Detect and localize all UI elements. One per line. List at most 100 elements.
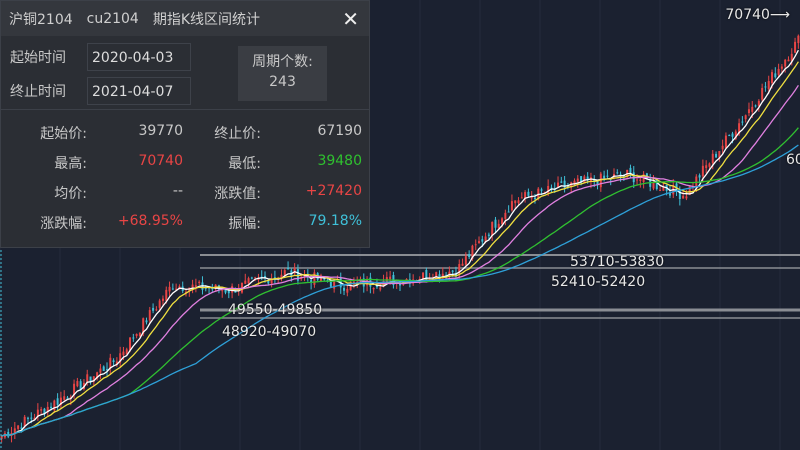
candle: [389, 276, 392, 280]
candle: [343, 287, 346, 291]
candle: [66, 397, 69, 399]
candle: [731, 133, 734, 137]
candle: [155, 309, 158, 311]
candle: [711, 153, 714, 164]
candle: [287, 267, 290, 270]
candle: [448, 271, 451, 276]
candle: [655, 179, 658, 190]
candle: [148, 310, 151, 321]
candle: [43, 408, 46, 415]
candle: [145, 320, 148, 323]
candle: [790, 53, 793, 62]
candle: [520, 197, 523, 199]
candle: [764, 86, 767, 88]
candle: [50, 406, 53, 409]
candle: [379, 287, 382, 290]
candle: [333, 279, 336, 289]
candle: [438, 274, 441, 279]
candle: [158, 300, 161, 308]
candle: [425, 269, 428, 280]
interval-stats-panel: 沪铜2104 cu2104 期指K线区间统计 ✕ 起始时间 2020-04-03…: [0, 0, 370, 248]
end-time-input[interactable]: 2021-04-07: [87, 77, 191, 105]
candle: [270, 278, 273, 284]
candle: [514, 200, 517, 204]
candle: [668, 192, 671, 196]
candle: [777, 68, 780, 75]
stat-value: 70740: [138, 153, 183, 169]
candle: [17, 425, 20, 429]
candle: [471, 245, 474, 259]
candle: [767, 80, 770, 89]
candle: [583, 176, 586, 183]
candle: [560, 181, 563, 183]
candle: [771, 72, 774, 83]
candle: [40, 409, 43, 411]
panel-title: 期指K线区间统计: [152, 11, 261, 28]
candle: [659, 189, 662, 191]
stat-label: 起始价:: [40, 126, 87, 142]
candle: [701, 165, 704, 177]
contract-code: cu2104: [86, 10, 139, 27]
candle: [603, 175, 606, 179]
candle: [458, 264, 461, 274]
candle: [688, 186, 691, 196]
candle: [115, 361, 118, 365]
start-time-input[interactable]: 2020-04-03: [87, 43, 191, 71]
stat-value: 79.18%: [308, 213, 362, 229]
candle: [678, 189, 681, 199]
candle: [59, 397, 62, 406]
candle: [161, 298, 164, 301]
candle: [682, 195, 685, 199]
level-label: 53710-53830: [570, 254, 665, 270]
moving-average-line: [1, 84, 799, 437]
level-label: 49550-49850: [228, 302, 323, 318]
candle: [296, 269, 299, 281]
candle: [372, 287, 375, 290]
close-icon[interactable]: ✕: [342, 7, 359, 31]
candle: [451, 270, 454, 272]
candle: [227, 290, 230, 294]
candle: [510, 201, 513, 211]
stat-value: 67190: [317, 123, 362, 139]
candle: [135, 333, 138, 336]
candle: [191, 284, 194, 288]
candle: [435, 272, 438, 279]
candle: [724, 135, 727, 149]
start-time-label: 起始时间: [10, 50, 66, 66]
candle: [557, 182, 560, 188]
candle: [636, 179, 639, 181]
candle: [527, 191, 530, 196]
candle: [487, 234, 490, 236]
candle: [422, 272, 425, 279]
candle: [175, 288, 178, 290]
candle: [757, 100, 760, 106]
candle: [497, 223, 500, 229]
candle: [586, 176, 589, 181]
candle: [573, 180, 576, 184]
candle: [718, 151, 721, 158]
candle: [616, 172, 619, 174]
candle: [224, 289, 227, 293]
contract-name: 沪铜2104: [9, 11, 73, 28]
candle: [165, 289, 168, 301]
candle: [540, 189, 543, 191]
candle: [761, 87, 764, 100]
candle: [122, 351, 125, 356]
candle: [244, 280, 247, 284]
candle: [695, 176, 698, 187]
candle: [280, 274, 283, 280]
candle: [119, 353, 122, 363]
panel-header[interactable]: 沪铜2104 cu2104 期指K线区间统计: [1, 1, 369, 36]
candle: [346, 288, 349, 293]
level-label: 52410-52420: [551, 274, 646, 290]
candle: [547, 185, 550, 194]
candle: [293, 268, 296, 274]
candle: [464, 256, 467, 265]
moving-average-line: [1, 127, 799, 437]
candle: [530, 196, 533, 199]
candle: [533, 197, 536, 200]
period-count-value: 243: [269, 74, 296, 90]
candle: [92, 376, 95, 382]
candle: [728, 135, 731, 137]
candle: [481, 239, 484, 242]
